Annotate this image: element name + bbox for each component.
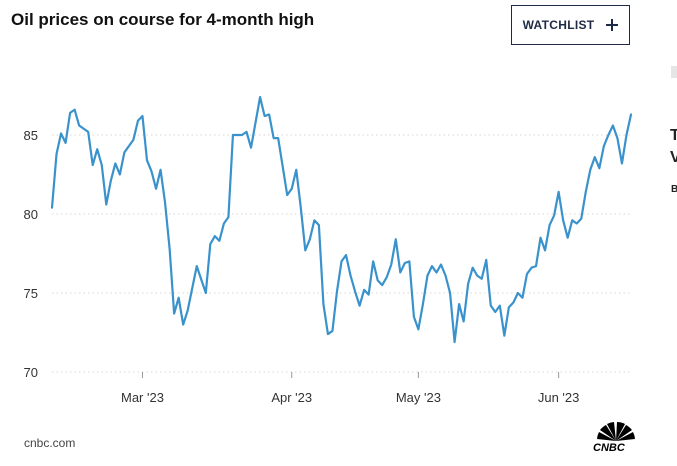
grid-layer [52,134,631,373]
y-tick-label: 85 [24,128,38,143]
cnbc-logo-text: CNBC [593,442,625,454]
y-tick-label: 80 [24,207,38,222]
x-tick-label: Mar '23 [121,390,164,405]
peacock-logo-icon [597,422,635,441]
x-tick-marks [141,372,560,378]
y-tick-label: 70 [24,365,38,380]
x-tick-label: Jun '23 [538,390,580,405]
x-tick-label: May '23 [396,390,441,405]
watchlist-button[interactable]: WATCHLIST [511,5,630,45]
side-peek-line-1[interactable]: T [670,127,677,144]
y-tick-label: 75 [24,286,38,301]
series-line [50,95,633,344]
plus-icon [606,19,619,31]
source-label: cnbc.com [24,436,76,450]
side-panel-square [671,66,677,78]
side-peek-line-3: B [671,184,677,195]
y-tick-labels: 70 75 80 85 [24,128,38,380]
side-peek-line-2[interactable]: V [670,149,677,166]
chart-title: Oil prices on course for 4-month high [11,10,315,29]
x-tick-label: Apr '23 [271,390,312,405]
watchlist-label: WATCHLIST [522,18,595,32]
series-layer [50,95,633,344]
